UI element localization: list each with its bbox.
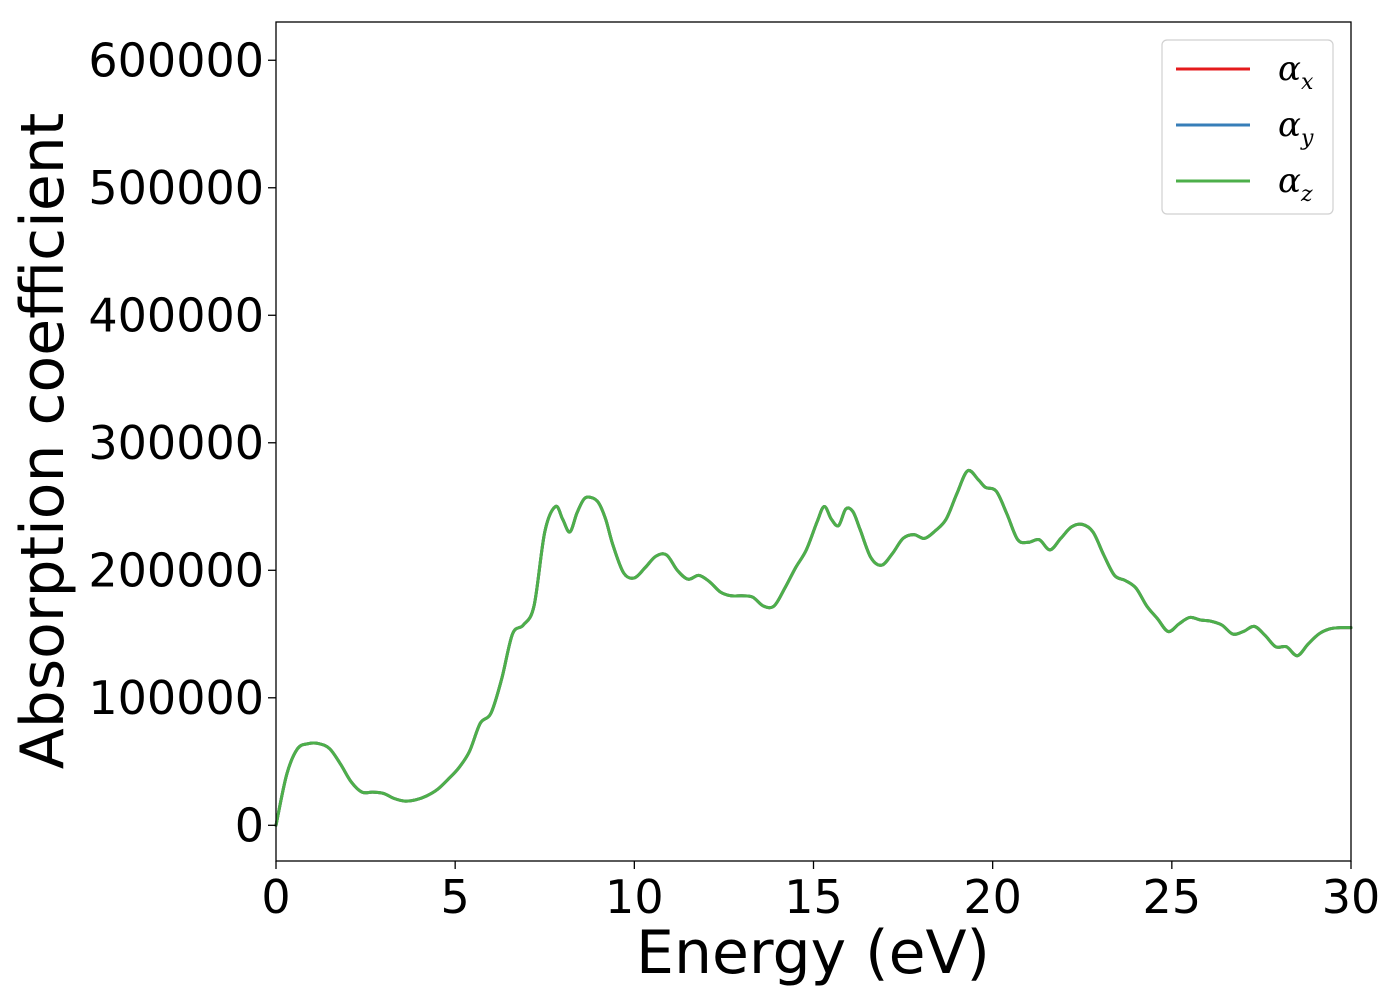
y-tick-label: 300000: [88, 416, 264, 470]
x-tick-label: 10: [605, 870, 664, 924]
x-tick-label: 15: [784, 870, 843, 924]
x-tick-label: 30: [1322, 870, 1381, 924]
x-tick-label: 0: [261, 870, 290, 924]
y-axis-ticks: 0 100000 200000 300000 400000 500000 600000: [88, 33, 276, 852]
series-line-y: [274, 468, 1353, 827]
legend-label-y: αy: [1278, 105, 1314, 151]
x-tick-label: 25: [1143, 870, 1202, 924]
x-tick-label: 5: [441, 870, 470, 924]
legend-items: αx αy αz: [1176, 49, 1314, 207]
x-axis-ticks: 0 5 10 15 20 25 30: [261, 861, 1380, 924]
y-tick-label: 500000: [88, 161, 264, 215]
series-layer: [274, 468, 1353, 827]
legend: αx αy αz: [1161, 39, 1334, 215]
legend-label-x: αx: [1278, 49, 1314, 95]
series-line-z: [274, 468, 1353, 827]
legend-box: [1161, 39, 1334, 215]
x-tick-label: 20: [963, 870, 1022, 924]
y-tick-label: 400000: [88, 288, 264, 342]
series-line-x: [274, 468, 1353, 827]
y-tick-label: 0: [235, 798, 264, 852]
y-tick-label: 100000: [88, 671, 264, 725]
y-tick-label: 200000: [88, 543, 264, 597]
x-axis-label: Energy (eV): [636, 918, 990, 988]
legend-label-z: αz: [1278, 161, 1313, 207]
y-axis-label: Absorption coefficient: [8, 113, 78, 770]
y-tick-label: 600000: [88, 33, 264, 87]
